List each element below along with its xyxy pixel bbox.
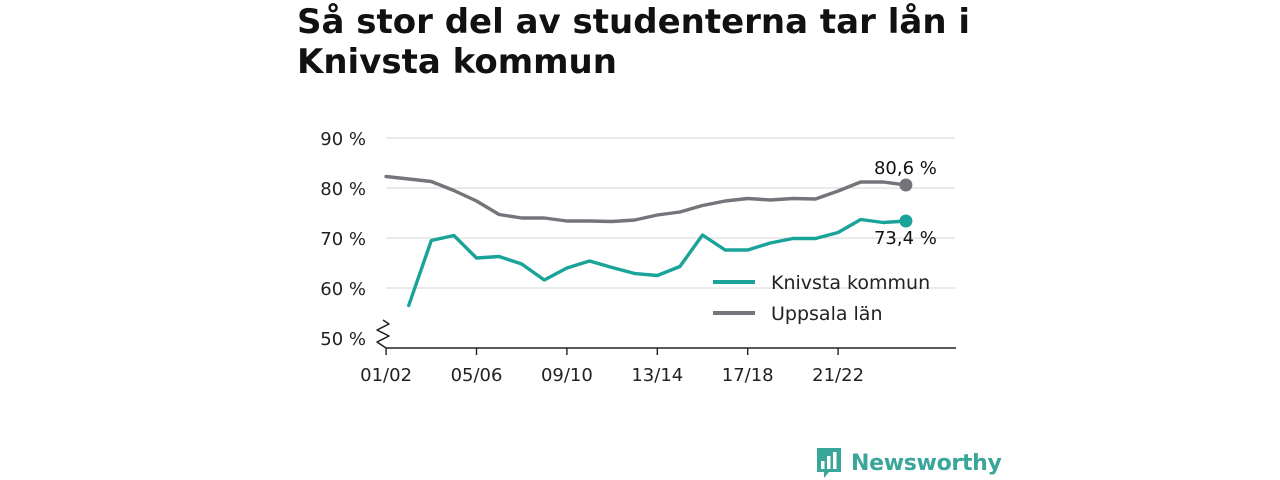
brand-name: Newsworthy bbox=[851, 450, 1002, 476]
x-tick-label: 21/22 bbox=[812, 365, 864, 386]
series-line-uppsala-l-n bbox=[384, 174, 908, 224]
series-end-marker bbox=[899, 178, 913, 192]
y-axis-ticks: 90 % 80 % 70 % 60 % 50 % bbox=[320, 129, 366, 350]
series-lines: 80,6 % 73,4 % bbox=[384, 158, 937, 308]
y-tick-label: 50 % bbox=[320, 329, 366, 350]
series-end-label: 73,4 % bbox=[874, 228, 937, 249]
x-tick-label: 01/02 bbox=[360, 365, 412, 386]
legend-label: Knivsta kommun bbox=[771, 272, 930, 294]
series-end-marker bbox=[899, 214, 913, 228]
x-axis bbox=[376, 319, 956, 349]
y-tick-label: 80 % bbox=[320, 179, 366, 200]
legend: Knivsta kommun Uppsala län bbox=[713, 272, 930, 325]
y-tick-label: 70 % bbox=[320, 229, 366, 250]
x-axis-ticks: 01/02 05/06 09/10 13/14 17/18 21/22 bbox=[360, 348, 864, 386]
x-tick-label: 17/18 bbox=[722, 365, 774, 386]
y-tick-label: 90 % bbox=[320, 129, 366, 150]
bar-chart-bubble-icon bbox=[817, 448, 841, 478]
x-tick-label: 05/06 bbox=[451, 365, 503, 386]
newsworthy-logo: Newsworthy bbox=[815, 446, 1002, 480]
axis-break-mark bbox=[376, 319, 390, 349]
legend-label: Uppsala län bbox=[771, 303, 883, 325]
y-tick-label: 60 % bbox=[320, 279, 366, 300]
x-tick-label: 09/10 bbox=[541, 365, 593, 386]
series-line-knivsta-kommun bbox=[407, 217, 908, 308]
x-tick-label: 13/14 bbox=[631, 365, 683, 386]
gridlines bbox=[386, 137, 955, 289]
chart-title: Så stor del av studenterna tar lån i Kni… bbox=[297, 2, 971, 82]
series-end-label: 80,6 % bbox=[874, 158, 937, 179]
